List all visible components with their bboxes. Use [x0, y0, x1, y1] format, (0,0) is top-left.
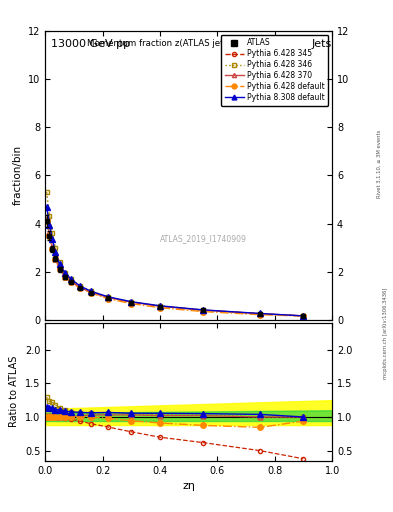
Text: Rivet 3.1.10, ≥ 3M events: Rivet 3.1.10, ≥ 3M events: [377, 130, 382, 198]
Y-axis label: fraction/bin: fraction/bin: [13, 145, 22, 205]
Text: Jets: Jets: [312, 38, 332, 49]
Legend: ATLAS, Pythia 6.428 345, Pythia 6.428 346, Pythia 6.428 370, Pythia 6.428 defaul: ATLAS, Pythia 6.428 345, Pythia 6.428 34…: [221, 34, 328, 105]
Text: mcplots.cern.ch [arXiv:1306.3436]: mcplots.cern.ch [arXiv:1306.3436]: [383, 287, 387, 378]
Text: Momentum fraction z(ATLAS jet fragmentation): Momentum fraction z(ATLAS jet fragmentat…: [86, 39, 291, 49]
X-axis label: zη: zη: [182, 481, 195, 491]
Y-axis label: Ratio to ATLAS: Ratio to ATLAS: [9, 356, 19, 428]
Text: 13000 GeV pp: 13000 GeV pp: [51, 38, 130, 49]
Text: ATLAS_2019_I1740909: ATLAS_2019_I1740909: [160, 234, 246, 244]
